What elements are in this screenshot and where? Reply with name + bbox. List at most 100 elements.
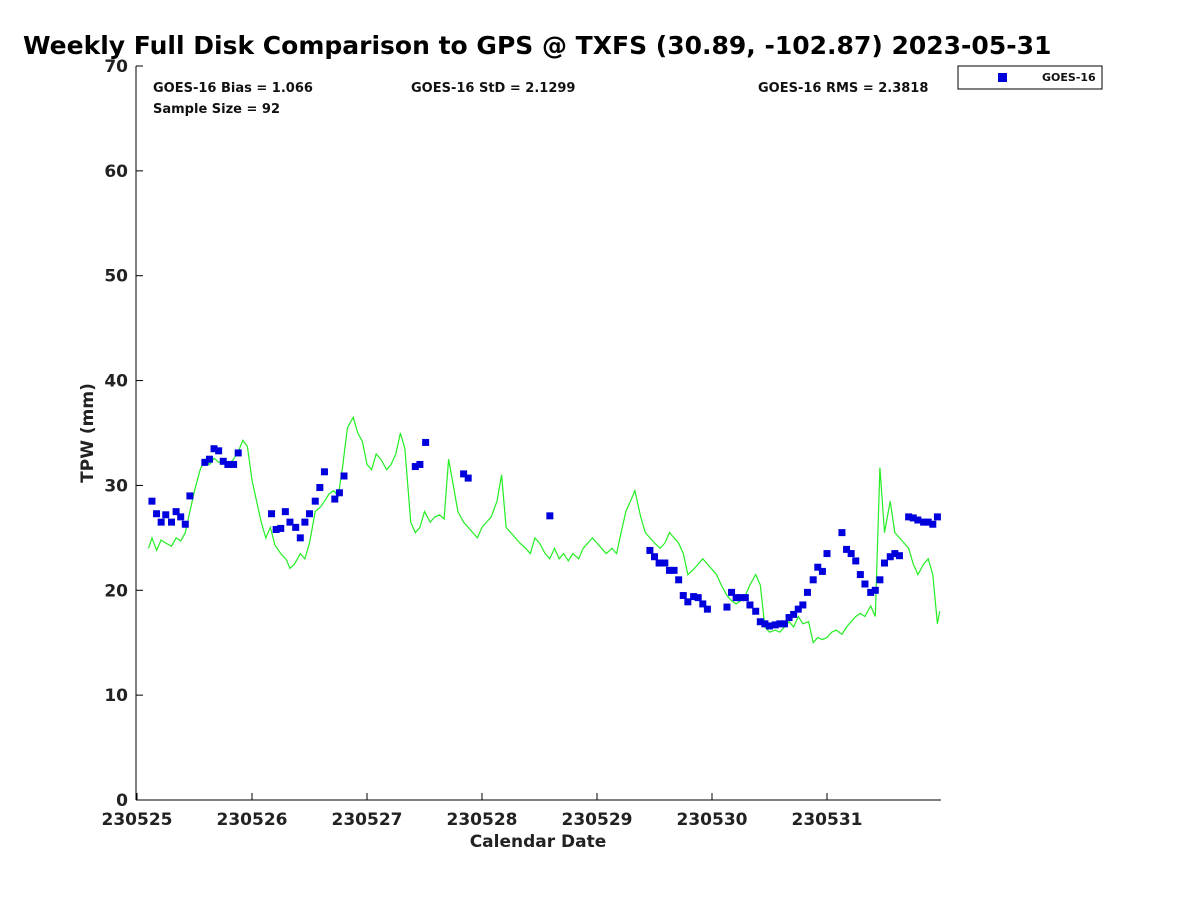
x-axis-label: Calendar Date xyxy=(470,832,607,852)
y-tick-label: 10 xyxy=(104,686,128,706)
goes16-point xyxy=(219,457,227,465)
goes16-point xyxy=(177,513,185,521)
goes16-point xyxy=(162,511,170,519)
y-tick-label: 0 xyxy=(116,791,128,811)
y-tick-label: 70 xyxy=(104,57,128,77)
goes16-point xyxy=(732,594,740,602)
gps-line-layer xyxy=(147,415,941,644)
rms-stat: GOES-16 RMS = 2.3818 xyxy=(758,81,928,96)
goes16-point xyxy=(803,588,811,596)
goes16-point xyxy=(823,550,831,558)
y-axis-label: TPW (mm) xyxy=(78,383,98,483)
goes16-point xyxy=(929,520,937,528)
x-tick-label: 230526 xyxy=(217,810,288,830)
goes16-point xyxy=(281,508,289,516)
goes16-point xyxy=(794,605,802,613)
goes16-point xyxy=(871,586,879,594)
goes16-point xyxy=(914,516,922,524)
goes16-point xyxy=(737,594,745,602)
goes16-point xyxy=(306,510,313,518)
goes16-point xyxy=(311,497,319,505)
legend: GOES-16 xyxy=(957,65,1103,90)
goes16-point xyxy=(867,588,875,596)
x-tick-label: 230529 xyxy=(562,810,633,830)
goes16-point xyxy=(296,534,304,542)
goes16-point xyxy=(153,510,161,518)
goes16-point xyxy=(852,557,860,565)
goes16-point xyxy=(292,523,300,531)
goes16-point xyxy=(756,618,764,626)
goes16-point xyxy=(661,559,669,567)
goes16-point xyxy=(847,550,855,558)
goes16-point xyxy=(905,513,913,521)
goes16-point xyxy=(186,492,194,500)
x-axis-ticks: 230525 230526 230527 230528 230529 230530 2305… xyxy=(102,793,862,830)
goes16-point xyxy=(157,518,165,526)
x-tick-label: 230530 xyxy=(677,810,748,830)
goes16-point xyxy=(886,553,894,561)
y-tick-label: 20 xyxy=(104,581,128,601)
goes16-point xyxy=(843,545,851,553)
goes16-point xyxy=(746,601,754,609)
goes16-point xyxy=(224,460,232,468)
goes16-point xyxy=(268,510,276,518)
goes16-point xyxy=(277,524,285,532)
goes16-point xyxy=(665,566,673,574)
std-stat: GOES-16 StD = 2.1299 xyxy=(411,81,575,96)
goes16-point xyxy=(776,620,784,628)
goes16-point xyxy=(168,518,175,526)
goes16-point xyxy=(814,563,822,571)
goes16-point xyxy=(761,620,769,628)
goes16-point xyxy=(861,580,869,588)
goes16-point xyxy=(148,497,156,505)
goes16-point xyxy=(205,455,213,463)
x-tick-label: 230525 xyxy=(102,810,173,830)
legend-marker-icon xyxy=(998,73,1007,82)
goes16-point xyxy=(876,576,884,584)
goes16-point xyxy=(891,550,899,558)
goes16-point xyxy=(728,588,736,596)
goes16-point xyxy=(881,559,888,567)
stats-box: GOES-16 Bias = 1.066 GOES-16 StD = 2.129… xyxy=(153,81,928,117)
goes16-point xyxy=(670,566,678,574)
goes16-point xyxy=(651,553,658,561)
goes16-point xyxy=(818,567,826,575)
goes16-point xyxy=(301,518,309,526)
y-tick-label: 40 xyxy=(104,372,128,392)
goes16-point xyxy=(460,470,468,478)
goes16-point xyxy=(780,620,788,628)
goes16-point xyxy=(286,518,294,526)
bias-stat: GOES-16 Bias = 1.066 xyxy=(153,81,313,96)
y-tick-label: 30 xyxy=(104,476,128,496)
x-tick-label: 230527 xyxy=(332,810,403,830)
goes16-point xyxy=(210,445,218,453)
goes16-point xyxy=(181,520,189,528)
goes16-point xyxy=(464,474,472,482)
goes16-point xyxy=(838,529,846,537)
goes16-point xyxy=(703,605,711,613)
sample-size-stat: Sample Size = 92 xyxy=(153,102,280,117)
goes16-point xyxy=(895,552,903,560)
legend-label: GOES-16 xyxy=(1042,71,1096,84)
goes16-point xyxy=(924,518,932,526)
goes16-point xyxy=(172,508,180,516)
goes16-point xyxy=(335,489,343,497)
goes16-point xyxy=(723,603,731,611)
goes16-point xyxy=(909,514,917,522)
goes16-point xyxy=(694,594,702,602)
goes16-point xyxy=(546,512,554,520)
axes xyxy=(135,66,941,801)
goes16-point xyxy=(416,460,424,468)
y-tick-label: 60 xyxy=(104,162,128,182)
goes16-point xyxy=(411,463,419,471)
goes16-point xyxy=(230,460,238,468)
y-axis-ticks: 0 10 20 30 40 50 60 70 xyxy=(104,57,143,811)
chart-title: Weekly Full Disk Comparison to GPS @ TXF… xyxy=(23,31,1051,60)
goes16-point xyxy=(331,495,339,503)
legend-box xyxy=(957,65,1103,90)
goes16-marker-layer xyxy=(148,438,941,630)
goes16-point xyxy=(234,449,242,457)
goes16-point xyxy=(856,571,864,579)
goes16-point xyxy=(741,594,749,602)
